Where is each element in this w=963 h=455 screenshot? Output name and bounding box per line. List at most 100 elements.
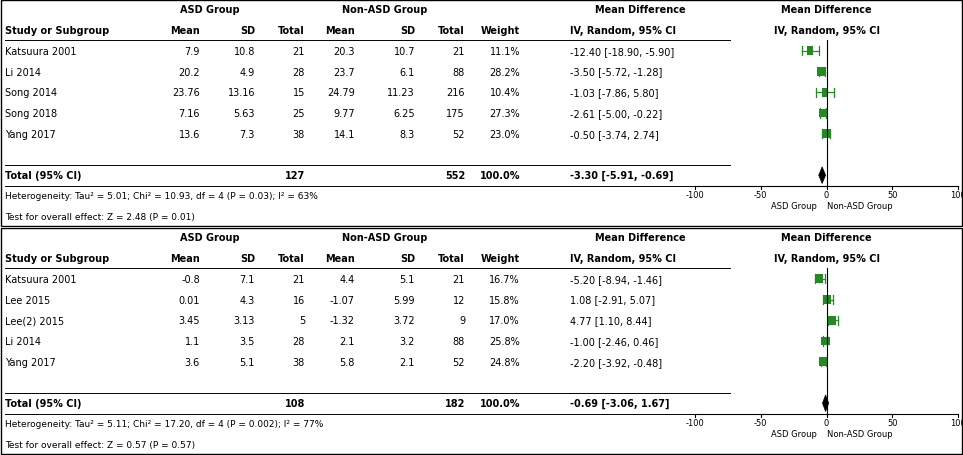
Text: Mean: Mean	[325, 253, 355, 263]
Text: 13.16: 13.16	[227, 88, 255, 98]
Text: 11.23: 11.23	[387, 88, 415, 98]
Text: 21: 21	[453, 47, 465, 57]
Text: 0: 0	[824, 418, 829, 427]
Text: SD: SD	[240, 26, 255, 36]
Text: 3.13: 3.13	[234, 316, 255, 326]
Text: 7.16: 7.16	[178, 109, 200, 119]
Text: 5.1: 5.1	[240, 357, 255, 367]
Text: 12: 12	[453, 295, 465, 305]
Text: 5.1: 5.1	[400, 274, 415, 284]
Text: SD: SD	[400, 26, 415, 36]
Text: 1.1: 1.1	[185, 336, 200, 346]
Text: Mean: Mean	[170, 26, 200, 36]
Text: 20.3: 20.3	[333, 47, 355, 57]
Bar	[822, 89, 828, 97]
Text: -100: -100	[686, 418, 704, 427]
Bar	[824, 296, 831, 304]
Text: ASD Group: ASD Group	[180, 5, 240, 15]
Text: Heterogeneity: Tau² = 5.01; Chi² = 10.93, df = 4 (P = 0.03); I² = 63%: Heterogeneity: Tau² = 5.01; Chi² = 10.93…	[5, 192, 318, 201]
Text: 552: 552	[445, 171, 465, 181]
Text: 10.4%: 10.4%	[489, 88, 520, 98]
Bar	[807, 47, 813, 56]
Text: Test for overall effect: Z = 2.48 (P = 0.01): Test for overall effect: Z = 2.48 (P = 0…	[5, 212, 195, 222]
Text: Song 2014: Song 2014	[5, 88, 57, 98]
Text: 23.7: 23.7	[333, 67, 355, 77]
Text: 25.8%: 25.8%	[489, 336, 520, 346]
Text: 7.1: 7.1	[240, 274, 255, 284]
Text: 2.1: 2.1	[340, 336, 355, 346]
Text: -3.30 [-5.91, -0.69]: -3.30 [-5.91, -0.69]	[570, 171, 673, 181]
Text: Lee 2015: Lee 2015	[5, 295, 50, 305]
Text: 3.2: 3.2	[400, 336, 415, 346]
Text: 15: 15	[293, 88, 305, 98]
Text: ASD Group: ASD Group	[770, 201, 817, 210]
Text: Yang 2017: Yang 2017	[5, 129, 56, 139]
Text: Total (95% CI): Total (95% CI)	[5, 398, 82, 408]
Text: 5.99: 5.99	[394, 295, 415, 305]
Text: Li 2014: Li 2014	[5, 336, 41, 346]
Text: Study or Subgroup: Study or Subgroup	[5, 26, 109, 36]
Bar	[818, 68, 826, 77]
Text: -1.32: -1.32	[330, 316, 355, 326]
Text: 28.2%: 28.2%	[489, 67, 520, 77]
Text: Katsuura 2001: Katsuura 2001	[5, 274, 76, 284]
Text: -12.40 [-18.90, -5.90]: -12.40 [-18.90, -5.90]	[570, 47, 674, 57]
Text: 50: 50	[887, 191, 898, 200]
Text: 11.1%: 11.1%	[489, 47, 520, 57]
Text: 20.2: 20.2	[178, 67, 200, 77]
Text: 3.72: 3.72	[393, 316, 415, 326]
Text: 38: 38	[293, 129, 305, 139]
Text: 88: 88	[453, 67, 465, 77]
Text: Mean Difference: Mean Difference	[781, 233, 872, 243]
Text: Total: Total	[438, 253, 465, 263]
Bar	[819, 109, 827, 118]
Text: 6.25: 6.25	[393, 109, 415, 119]
Text: 0: 0	[824, 191, 829, 200]
Text: 1.08 [-2.91, 5.07]: 1.08 [-2.91, 5.07]	[570, 295, 655, 305]
Bar	[821, 130, 830, 139]
Text: Song 2018: Song 2018	[5, 109, 57, 119]
Bar	[829, 316, 836, 325]
Text: 3.45: 3.45	[178, 316, 200, 326]
Text: ASD Group: ASD Group	[770, 429, 817, 438]
Text: -50: -50	[754, 191, 768, 200]
Text: 108: 108	[285, 398, 305, 408]
Text: 127: 127	[285, 171, 305, 181]
Text: 7.9: 7.9	[185, 47, 200, 57]
Text: SD: SD	[240, 253, 255, 263]
Text: Yang 2017: Yang 2017	[5, 357, 56, 367]
Text: 52: 52	[453, 357, 465, 367]
Text: -2.61 [-5.00, -0.22]: -2.61 [-5.00, -0.22]	[570, 109, 663, 119]
Text: 4.4: 4.4	[340, 274, 355, 284]
Text: -0.8: -0.8	[181, 274, 200, 284]
Text: -5.20 [-8.94, -1.46]: -5.20 [-8.94, -1.46]	[570, 274, 662, 284]
Text: Test for overall effect: Z = 0.57 (P = 0.57): Test for overall effect: Z = 0.57 (P = 0…	[5, 440, 195, 449]
Text: Total: Total	[278, 253, 305, 263]
Text: Heterogeneity: Tau² = 5.11; Chi² = 17.20, df = 4 (P = 0.002); I² = 77%: Heterogeneity: Tau² = 5.11; Chi² = 17.20…	[5, 420, 324, 429]
Text: Non-ASD Group: Non-ASD Group	[826, 429, 892, 438]
Text: -1.07: -1.07	[330, 295, 355, 305]
Text: 10.7: 10.7	[394, 47, 415, 57]
Text: 7.3: 7.3	[240, 129, 255, 139]
Text: 15.8%: 15.8%	[489, 295, 520, 305]
Text: 21: 21	[293, 47, 305, 57]
Text: 28: 28	[293, 336, 305, 346]
Text: 17.0%: 17.0%	[489, 316, 520, 326]
Text: IV, Random, 95% CI: IV, Random, 95% CI	[570, 26, 676, 36]
Text: 10.8: 10.8	[234, 47, 255, 57]
Text: 6.1: 6.1	[400, 67, 415, 77]
Text: Mean Difference: Mean Difference	[595, 233, 686, 243]
Text: 100.0%: 100.0%	[480, 171, 520, 181]
Text: Non-ASD Group: Non-ASD Group	[342, 233, 428, 243]
Text: Non-ASD Group: Non-ASD Group	[826, 201, 892, 210]
Text: 14.1: 14.1	[333, 129, 355, 139]
Text: 8.3: 8.3	[400, 129, 415, 139]
Text: Total: Total	[438, 26, 465, 36]
Text: 4.77 [1.10, 8.44]: 4.77 [1.10, 8.44]	[570, 316, 652, 326]
Text: -2.20 [-3.92, -0.48]: -2.20 [-3.92, -0.48]	[570, 357, 663, 367]
Text: Mean: Mean	[325, 26, 355, 36]
Text: -0.50 [-3.74, 2.74]: -0.50 [-3.74, 2.74]	[570, 129, 659, 139]
Text: 175: 175	[447, 109, 465, 119]
Text: Non-ASD Group: Non-ASD Group	[342, 5, 428, 15]
Text: 216: 216	[447, 88, 465, 98]
